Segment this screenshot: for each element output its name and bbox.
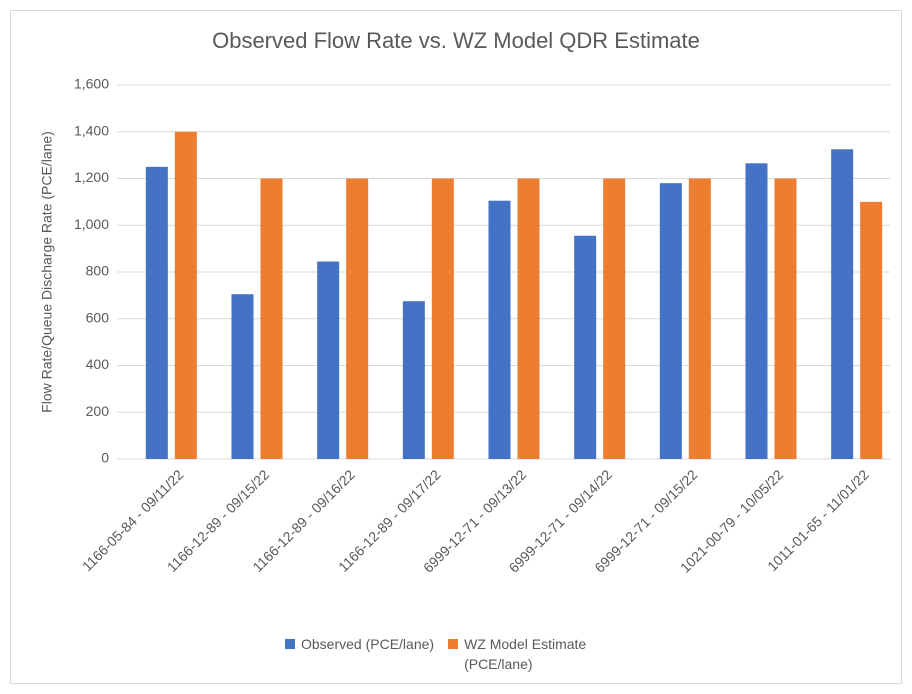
bar bbox=[517, 178, 540, 459]
y-tick-label: 1,600 bbox=[74, 76, 109, 92]
legend-item: Observed (PCE/lane) bbox=[285, 634, 434, 654]
legend-swatch bbox=[448, 639, 459, 649]
legend-item: WZ Model Estimate (PCE/lane) bbox=[448, 634, 628, 674]
bar bbox=[145, 166, 168, 459]
bar bbox=[488, 200, 511, 460]
y-tick-label: 200 bbox=[86, 403, 110, 419]
bar bbox=[231, 294, 254, 459]
y-tick-label: 1,400 bbox=[74, 122, 109, 138]
bar bbox=[831, 149, 854, 459]
chart-title: Observed Flow Rate vs. WZ Model QDR Esti… bbox=[212, 28, 700, 53]
legend-label: Observed (PCE/lane) bbox=[301, 636, 435, 652]
chart-frame bbox=[10, 10, 902, 684]
bar bbox=[317, 261, 340, 459]
y-tick-label: 0 bbox=[101, 450, 109, 466]
legend: Observed (PCE/lane) WZ Model Estimate (PC… bbox=[285, 634, 642, 674]
y-tick-label: 1,200 bbox=[74, 169, 109, 185]
bar bbox=[574, 235, 597, 459]
bar bbox=[174, 131, 197, 459]
y-tick-label: 800 bbox=[86, 263, 110, 279]
bar bbox=[860, 201, 883, 459]
bar bbox=[260, 178, 283, 459]
y-tick-label: 400 bbox=[86, 356, 110, 372]
bar bbox=[659, 183, 682, 460]
bar bbox=[431, 178, 454, 459]
bar bbox=[688, 178, 711, 459]
legend-label: WZ Model Estimate (PCE/lane) bbox=[464, 636, 587, 672]
bar bbox=[745, 163, 768, 459]
y-axis-title: Flow Rate/Queue Discharge Rate (PCE/lane… bbox=[39, 131, 55, 413]
bar bbox=[346, 178, 369, 459]
bar bbox=[603, 178, 626, 459]
y-tick-label: 1,000 bbox=[74, 216, 109, 232]
bar bbox=[402, 301, 425, 459]
legend-swatch bbox=[285, 639, 295, 649]
bar bbox=[774, 178, 797, 459]
y-tick-label: 600 bbox=[86, 309, 110, 325]
